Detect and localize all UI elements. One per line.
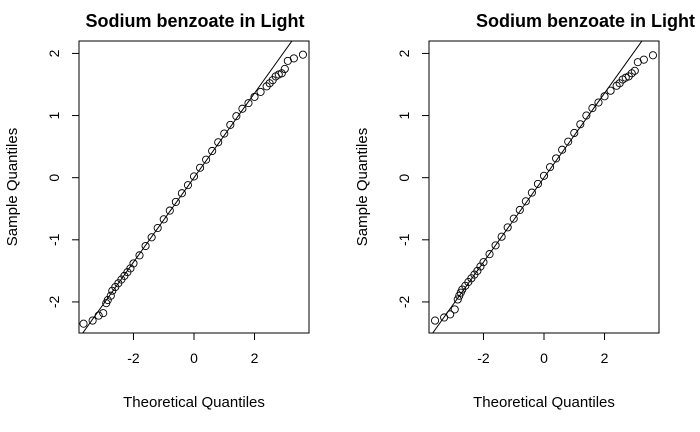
data-point [606, 86, 615, 95]
data-point [453, 295, 462, 304]
data-point [450, 305, 459, 314]
data-point [521, 197, 530, 206]
data-point [141, 241, 150, 251]
data-point [262, 82, 271, 91]
data-point [159, 215, 168, 224]
qq-panel-2: Sodium benzoate in Light w/ varFunc -2 0 2 -… [354, 11, 700, 411]
data-point [476, 262, 485, 271]
data-point [99, 309, 108, 318]
data-point [473, 266, 482, 275]
data-point [208, 146, 217, 156]
data-point [289, 54, 298, 63]
data-point [491, 241, 500, 250]
data-point [226, 120, 235, 129]
data-point [250, 92, 259, 101]
y-tick-label: -2 [46, 296, 62, 309]
data-point [135, 251, 144, 260]
y-tick-label: -1 [396, 233, 412, 246]
data-point [497, 232, 506, 241]
data-point [527, 188, 536, 197]
data-point [280, 64, 289, 74]
data-point [153, 223, 162, 233]
data-point [546, 163, 555, 172]
data-point [256, 87, 265, 96]
data-point [265, 79, 274, 88]
data-point [630, 66, 639, 75]
y-tick-label: 2 [46, 49, 62, 57]
data-point [244, 99, 253, 108]
data-point [183, 181, 192, 190]
x-axis-label: Theoretical Quantiles [123, 394, 265, 411]
x-tick-label: 2 [601, 350, 609, 366]
data-point [165, 206, 174, 215]
data-point [446, 310, 455, 319]
data-point [594, 98, 603, 107]
data-point [582, 111, 591, 120]
data-point [238, 104, 247, 113]
data-point [189, 172, 199, 181]
data-point [509, 214, 518, 223]
data-point [171, 197, 180, 206]
data-point [129, 259, 138, 268]
data-point [552, 154, 561, 163]
data-point [196, 163, 205, 172]
y-tick-label: 2 [396, 49, 412, 57]
data-point [539, 171, 549, 180]
y-tick-label: 1 [46, 111, 62, 119]
data-point [298, 50, 307, 59]
data-point [558, 145, 567, 154]
data-point [479, 258, 488, 267]
data-point [88, 316, 97, 325]
qq-reference-line [82, 41, 293, 333]
data-point [220, 129, 229, 138]
data-point [627, 69, 636, 78]
data-point [147, 233, 156, 242]
qq-panel-1: Sodium benzoate in Light -2 0 2 -2 -1 0 1 2 Theor… [4, 11, 310, 411]
data-point [214, 138, 223, 147]
x-tick-label: 0 [190, 350, 198, 366]
y-axis-label: Sample Quantiles [354, 128, 371, 246]
data-point [515, 205, 524, 215]
data-point [639, 55, 648, 64]
x-tick-label: -2 [477, 350, 490, 366]
y-tick-label: 1 [396, 111, 412, 119]
y-tick-label: 0 [396, 174, 412, 182]
data-point [570, 128, 579, 137]
data-point [600, 92, 609, 101]
y-tick-label: -1 [46, 233, 62, 246]
data-point [588, 104, 597, 113]
x-tick-label: 2 [251, 350, 259, 366]
data-point [103, 296, 112, 305]
data-point [576, 120, 585, 129]
x-axis-label: Theoretical Quantiles [473, 394, 615, 411]
data-point [624, 72, 633, 81]
y-tick-label: -2 [396, 296, 412, 309]
data-point [533, 179, 542, 188]
data-point [202, 155, 211, 164]
y-axis-label: Sample Quantiles [4, 128, 21, 246]
data-point [177, 189, 186, 198]
data-point [277, 69, 286, 78]
chart-title: Sodium benzoate in Light w/ varFunc [476, 11, 700, 31]
data-point [503, 223, 512, 232]
data-point [612, 81, 621, 90]
x-tick-label: 0 [540, 350, 548, 366]
x-tick-label: -2 [127, 350, 140, 366]
data-point [431, 316, 440, 325]
qq-reference-line [432, 41, 643, 333]
y-tick-label: 0 [46, 174, 62, 182]
data-point [232, 112, 241, 121]
data-point [485, 250, 494, 259]
data-point [94, 311, 103, 320]
data-point [564, 137, 573, 146]
data-point [648, 51, 657, 60]
chart-title: Sodium benzoate in Light [86, 11, 305, 31]
data-point [79, 319, 88, 328]
data-point [106, 291, 115, 300]
